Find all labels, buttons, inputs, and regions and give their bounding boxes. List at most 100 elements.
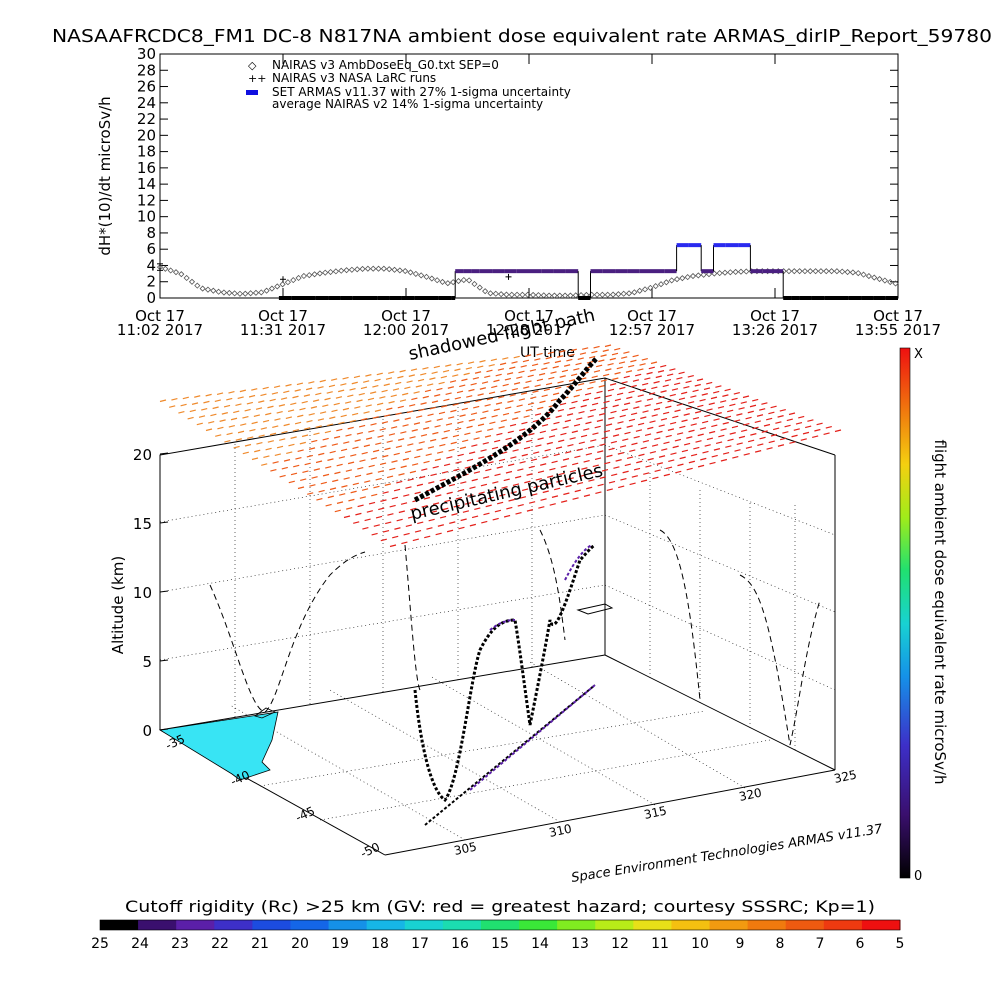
particle-dash (454, 368, 461, 372)
particle-dash (434, 458, 442, 462)
particle-dash (329, 487, 337, 491)
particle-dash (453, 504, 460, 508)
particle-dash (280, 397, 288, 400)
particle-dash (201, 407, 208, 411)
particle-dash (276, 445, 284, 449)
dose-colorbar-top: X (914, 347, 923, 362)
particle-dash (814, 428, 821, 432)
particle-dash (715, 441, 723, 444)
particle-dash (347, 426, 354, 430)
particle-dash (497, 368, 505, 371)
nairas-point (530, 291, 537, 298)
particle-dash (248, 394, 256, 398)
particle-dash (370, 457, 378, 460)
particle-dash (247, 436, 254, 440)
particle-dash (379, 396, 386, 399)
land-mass (158, 711, 279, 781)
particle-dash (480, 483, 488, 487)
particle-dash (361, 417, 368, 421)
particle-dash (777, 415, 784, 418)
particle-dash (747, 439, 755, 443)
particle-dash (324, 430, 332, 434)
particle-dash (479, 387, 486, 390)
particle-dash (578, 411, 585, 414)
particle-dash (681, 419, 688, 423)
particle-dash (786, 418, 793, 422)
particle-dash (569, 437, 576, 440)
particle-dash (388, 400, 395, 404)
particle-dash (614, 371, 621, 375)
dose-colorbar: X 0 flight ambient dose equivalent rate … (899, 347, 949, 884)
precipitating-particles-field (159, 344, 842, 548)
particle-dash (645, 465, 652, 468)
particle-dash (381, 389, 388, 393)
particle-dash (448, 448, 455, 452)
particle-dash (297, 486, 305, 490)
particle-dash (407, 515, 415, 519)
particle-dash (509, 423, 517, 427)
particle-dash (474, 507, 481, 511)
particle-dash (500, 419, 507, 423)
nairas-point (641, 286, 649, 293)
nairas-point (823, 268, 830, 275)
rigidity-tick-label: 17 (411, 936, 429, 952)
particle-dash (568, 353, 575, 357)
particle-dash (563, 492, 570, 496)
particle-dash (427, 446, 435, 449)
particle-dash (449, 380, 457, 383)
x-tick-label-date: Oct 17 (627, 307, 677, 325)
nairas-point (546, 292, 553, 299)
nairas-point (636, 287, 643, 294)
particle-dash (663, 473, 670, 477)
particle-dash (375, 442, 382, 446)
particle-dash (489, 421, 496, 425)
rigidity-tick-label: 7 (816, 936, 825, 952)
particle-dash (319, 411, 327, 414)
particle-dash (400, 502, 408, 505)
nairas-point (887, 278, 894, 286)
particle-dash (587, 415, 594, 418)
particle-dash (614, 398, 622, 402)
particle-dash (543, 388, 551, 392)
particle-dash (630, 384, 637, 388)
particle-dash (703, 387, 711, 391)
particle-dash (685, 380, 692, 384)
rigidity-colorbar-title: Cutoff rigidity (Rc) >25 km (GV: red = g… (125, 897, 875, 916)
particle-dash (606, 454, 613, 458)
particle-dash (533, 451, 540, 455)
particle-dash (561, 500, 568, 503)
particle-dash (322, 437, 329, 441)
nairas-point (514, 291, 521, 298)
particle-dash (385, 377, 393, 380)
y-tick-label: 16 (137, 159, 156, 177)
nairas-point (338, 267, 345, 274)
particle-dash (396, 480, 403, 484)
particle-dash (388, 371, 395, 374)
particle-dash (674, 438, 682, 442)
nairas-point (327, 268, 334, 276)
particle-dash (642, 439, 650, 443)
particle-dash (462, 510, 470, 513)
particle-dash (412, 538, 419, 542)
particle-dash (657, 370, 665, 373)
particle-dash (288, 480, 295, 484)
particle-dash (293, 464, 300, 468)
particle-dash (316, 498, 323, 501)
particle-dash (333, 435, 341, 439)
nairas-point (562, 292, 569, 299)
particle-dash (429, 438, 437, 442)
x-tick-label-time: 11:31 2017 (240, 321, 326, 339)
particle-dash (701, 393, 708, 396)
particle-dash (531, 363, 539, 367)
particle-dash (372, 384, 379, 388)
particle-dash (422, 366, 429, 370)
nairas-point (503, 291, 510, 298)
particle-dash (416, 483, 424, 487)
particle-dash (590, 439, 597, 442)
particle-dash (498, 395, 505, 399)
nairas-point (487, 290, 494, 297)
x-tick-label-time: 12:57 2017 (609, 321, 695, 339)
particle-dash (646, 371, 653, 375)
particle-dash (350, 490, 357, 494)
